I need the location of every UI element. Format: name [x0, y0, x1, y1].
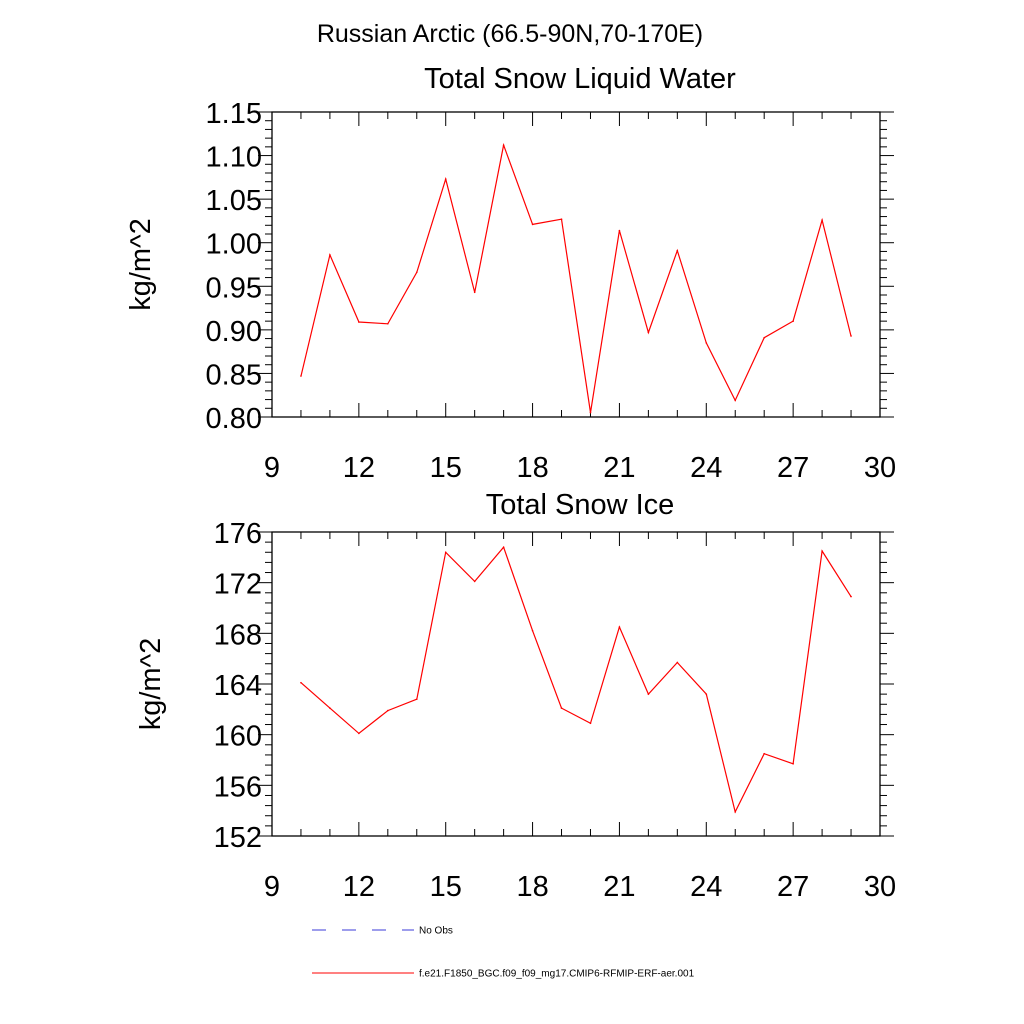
- data-point: [676, 249, 679, 252]
- data-point: [415, 698, 418, 700]
- plot-frame: [271, 531, 881, 837]
- data-point: [763, 336, 765, 339]
- data-point: [560, 218, 563, 220]
- data-point: [618, 229, 621, 232]
- x-tick-label: 12: [343, 871, 375, 903]
- data-point: [300, 375, 302, 377]
- x-tick-label: 15: [430, 452, 462, 484]
- data-point: [387, 709, 389, 712]
- y-tick-label: 172: [214, 569, 262, 601]
- y-tick-label: 0.90: [206, 316, 262, 348]
- y-tick-label: 1.10: [206, 142, 262, 174]
- panel-liquid-water: Total Snow Liquid Water 9 12 15 18 21 24 27 30 0.…: [125, 63, 896, 484]
- y-tick-label: 0.85: [206, 359, 262, 391]
- y-axis-label: kg/m^2: [125, 218, 157, 311]
- data-point: [531, 630, 534, 632]
- x-tick-label: 9: [264, 452, 280, 484]
- data-point: [560, 707, 563, 709]
- x-tick-label: 9: [264, 871, 280, 903]
- x-tick-label: 21: [603, 871, 635, 903]
- plot-frame: [271, 111, 881, 418]
- x-tick-label: 30: [864, 871, 896, 903]
- x-tick-label: 30: [864, 452, 896, 484]
- panel-snow-ice: Total Snow Ice 9 12 15 18 21 24 27 30 152 156 160 16…: [135, 489, 896, 903]
- data-point: [763, 752, 765, 755]
- data-point: [850, 595, 852, 598]
- data-point: [358, 732, 360, 735]
- data-point: [821, 219, 823, 221]
- data-point: [734, 399, 737, 402]
- y-tick-label: 156: [214, 771, 262, 803]
- data-point: [329, 254, 331, 256]
- data-point: [444, 551, 447, 554]
- data-point: [473, 291, 476, 294]
- x-tick-label: 27: [777, 452, 809, 484]
- data-point: [387, 322, 389, 325]
- y-tick-label: 1.15: [206, 98, 262, 130]
- x-tick-label: 27: [777, 871, 809, 903]
- data-point: [792, 320, 794, 322]
- data-point: [473, 580, 476, 583]
- series-line: [300, 546, 852, 814]
- y-tick-label: 160: [214, 721, 262, 753]
- data-point: [444, 178, 447, 180]
- data-point: [358, 321, 360, 323]
- legend: No Obs f.e21.F1850_BGC.f09_f09_mg17.CMIP6…: [312, 926, 695, 980]
- series-line: [300, 142, 852, 413]
- data-point: [734, 811, 737, 813]
- data-point: [850, 335, 852, 337]
- chart-title: Total Snow Ice: [486, 489, 675, 521]
- data-point: [647, 331, 650, 334]
- data-point: [647, 693, 650, 695]
- y-tick-label: 168: [214, 619, 262, 651]
- data-point: [502, 144, 505, 146]
- data-point: [589, 722, 592, 725]
- y-tick-label: 1.05: [206, 185, 262, 217]
- data-point: [329, 707, 331, 709]
- data-point: [589, 411, 592, 414]
- x-tick-label: 15: [430, 871, 462, 903]
- legend-label-1: No Obs: [419, 926, 453, 937]
- x-tick-label: 12: [343, 452, 375, 484]
- chart-title: Total Snow Liquid Water: [424, 63, 736, 95]
- y-axis-label: kg/m^2: [135, 638, 167, 731]
- y-tick-label: 176: [214, 518, 262, 550]
- y-tick-label: 0.95: [206, 272, 262, 304]
- x-tick-label: 18: [516, 871, 548, 903]
- data-point: [502, 546, 505, 548]
- data-point: [618, 626, 621, 628]
- legend-label-2: f.e21.F1850_BGC.f09_f09_mg17.CMIP6-RFMIP…: [419, 969, 695, 980]
- data-point: [705, 342, 708, 344]
- figure-suptitle: Russian Arctic (66.5-90N,70-170E): [317, 20, 703, 48]
- y-tick-label: 0.80: [206, 403, 262, 435]
- data-point: [300, 681, 302, 684]
- y-tick-label: 1.00: [206, 229, 262, 261]
- data-point: [415, 271, 418, 274]
- x-tick-label: 18: [516, 452, 548, 484]
- data-point: [821, 550, 823, 552]
- data-point: [792, 763, 794, 765]
- x-tick-label: 24: [690, 452, 722, 484]
- data-point: [531, 223, 534, 226]
- data-point: [705, 693, 708, 695]
- data-point: [676, 661, 679, 664]
- x-tick-label: 21: [603, 452, 635, 484]
- y-tick-label: 152: [214, 822, 262, 854]
- x-tick-label: 24: [690, 871, 722, 903]
- y-tick-label: 164: [214, 670, 262, 702]
